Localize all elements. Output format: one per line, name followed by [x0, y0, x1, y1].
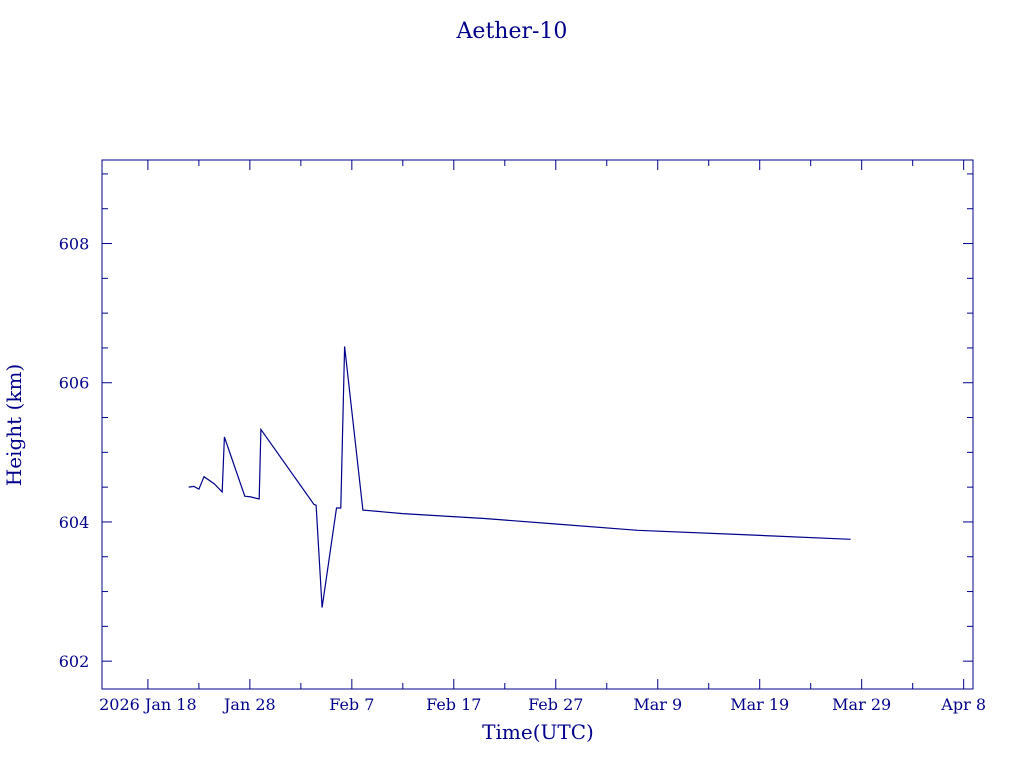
y-tick-label: 608	[59, 235, 90, 254]
x-tick-label: Mar 29	[832, 695, 891, 714]
x-tick-label: Jan 28	[222, 695, 276, 714]
y-tick-label: 602	[59, 652, 90, 671]
x-axis-label: Time(UTC)	[482, 720, 594, 744]
series-line	[188, 346, 851, 608]
x-tick-label: Mar 9	[633, 695, 682, 714]
x-tick-label: Mar 19	[730, 695, 789, 714]
x-tick-label: Feb 7	[329, 695, 374, 714]
chart-title: Aether-10	[456, 19, 568, 44]
y-tick-label: 606	[59, 374, 90, 393]
plot-frame	[101, 159, 974, 690]
y-tick-label: 604	[59, 513, 90, 532]
x-tick-label: 2026 Jan 18	[99, 695, 197, 714]
x-tick-label: Feb 27	[528, 695, 583, 714]
x-tick-label: Apr 8	[940, 695, 986, 714]
y-axis-label: Height (km)	[2, 364, 26, 486]
x-tick-label: Feb 17	[426, 695, 481, 714]
plot-area: 2026 Jan 18 Jan 28 Feb 7 Feb 17 Feb 27 Mar 9 M…	[59, 159, 986, 714]
